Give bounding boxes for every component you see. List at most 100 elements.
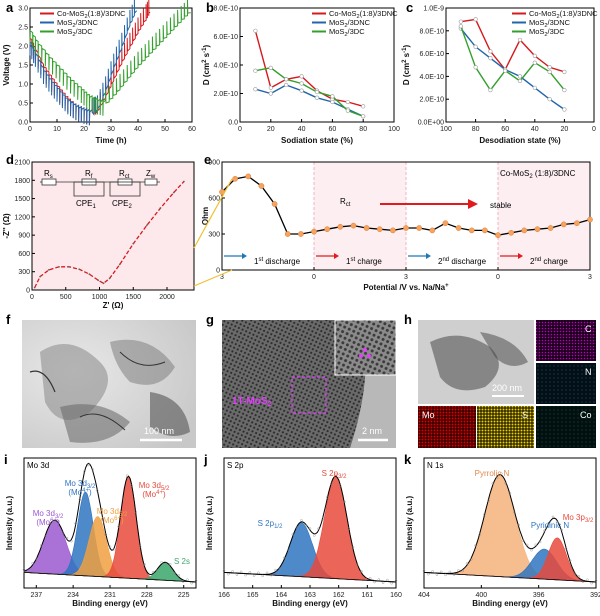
raw-point <box>517 523 520 527</box>
data-point <box>488 87 493 93</box>
scale-label-g: 2 nm <box>362 426 382 436</box>
panel-label-g: g <box>206 312 214 327</box>
y-axis-label: D (cm2 s-1) <box>202 45 211 86</box>
y-tick-label: 8.0E-10 <box>419 28 444 35</box>
data-point <box>416 225 422 231</box>
x-tick-label: 162 <box>333 592 345 599</box>
envelope <box>423 474 597 583</box>
data-point <box>258 183 265 189</box>
raw-point <box>590 582 593 585</box>
raw-point <box>390 582 393 585</box>
map-label-mo: Mo <box>422 410 435 420</box>
y-axis-label: Intensity (a.u.) <box>405 496 414 551</box>
plot-frame <box>239 7 395 123</box>
raw-point <box>594 579 598 582</box>
data-point <box>314 95 320 100</box>
panel-label-j: j <box>203 452 208 467</box>
raw-point <box>448 570 451 574</box>
series-mos2-3dnc <box>460 28 565 111</box>
panel-label-e: e <box>204 152 211 167</box>
scale-label-h: 200 nm <box>492 383 522 393</box>
data-point <box>232 175 238 182</box>
raw-point <box>168 563 172 566</box>
raw-point <box>394 579 398 582</box>
data-point <box>172 191 175 194</box>
series-mos2-3dc <box>29 0 191 116</box>
data-point <box>97 279 100 282</box>
raw-point <box>495 476 499 479</box>
panel-label-d: d <box>6 152 14 167</box>
raw-point <box>61 531 64 534</box>
x-tick-label: 40 <box>531 126 539 133</box>
raw-point <box>422 569 426 573</box>
data-point <box>330 99 335 105</box>
data-point <box>473 65 478 70</box>
data-point <box>268 91 273 96</box>
raw-point <box>52 520 56 523</box>
corner-label: Mo 3d <box>27 461 49 470</box>
raw-point <box>513 510 516 514</box>
raw-point <box>577 575 581 578</box>
panel-label-h: h <box>404 312 412 327</box>
stage-band <box>314 162 406 270</box>
raw-point <box>265 571 269 575</box>
peak-label-mo6-52: Mo 3d5/2 <box>97 507 128 518</box>
raw-point <box>177 574 181 577</box>
svg-text:1T-MoS2: 1T-MoS2 <box>232 396 272 408</box>
x-tick-label: 0 <box>238 126 242 133</box>
x-tick-label: 166 <box>218 592 230 599</box>
data-point <box>58 265 60 268</box>
raw-point <box>560 528 563 532</box>
raw-point <box>543 529 546 532</box>
panel-label-c: c <box>406 0 413 15</box>
data-point <box>245 173 252 180</box>
raw-point <box>317 527 320 530</box>
panel-label-k: k <box>404 452 412 467</box>
stage-arrow-head <box>518 253 523 259</box>
raw-point <box>134 510 138 513</box>
y-axis-label: -Z'' (Ω) <box>2 213 11 239</box>
data-point <box>311 228 317 235</box>
data-point <box>345 99 350 105</box>
y-tick-label: 900 <box>208 160 220 167</box>
stable-arrow-head <box>468 199 478 209</box>
raw-point <box>100 508 103 511</box>
y-tick-label: 3.0 <box>18 6 28 13</box>
x-tick-label: 225 <box>178 592 190 599</box>
circuit-label-rct: Rct <box>119 169 130 180</box>
circuit-label-cpe2: CPE2 <box>112 199 132 210</box>
raw-point <box>282 556 286 560</box>
x-axis-label: Time (h) <box>96 136 127 145</box>
circuit-label-zw: Zw <box>146 169 156 180</box>
raw-point <box>530 548 533 552</box>
data-point <box>547 65 552 70</box>
data-point <box>330 94 335 99</box>
x-tick-label: 3 <box>220 274 224 281</box>
raw-point <box>573 572 576 575</box>
legend-entry-mos2-3dnc: MoS2/3DNC <box>329 18 371 29</box>
x-tick-label: 1500 <box>125 294 141 301</box>
raw-point <box>504 482 507 485</box>
panel-a: a 0 10 20 30 40 50 60 0.0 0.5 1.0 1.5 2.0 2.5 3.0 Time … <box>0 0 200 150</box>
legend-entry-mos2-3dnc: MoS2/3DNC <box>529 18 571 29</box>
panel-g: 1T-MoS2 2 nm g <box>200 312 400 452</box>
x-tick-label: 231 <box>104 592 116 599</box>
y-tick-label: 0 <box>26 288 30 295</box>
data-point <box>547 225 554 231</box>
y-tick-label: 1500 <box>14 196 30 203</box>
data-point <box>284 77 289 82</box>
data-point <box>473 17 478 22</box>
raw-point <box>581 580 585 584</box>
data-point <box>442 220 449 227</box>
raw-point <box>40 544 43 547</box>
data-point <box>403 225 409 231</box>
y-tick-label: 4.0E-10 <box>213 63 238 70</box>
data-point <box>562 87 567 93</box>
data-point <box>473 44 478 49</box>
raw-point <box>556 520 559 524</box>
y-tick-label: 0.0 <box>18 120 28 127</box>
x-tick-label: 165 <box>247 592 259 599</box>
x-tick-label: 396 <box>533 592 545 599</box>
x-tick-label: 392 <box>590 592 600 599</box>
